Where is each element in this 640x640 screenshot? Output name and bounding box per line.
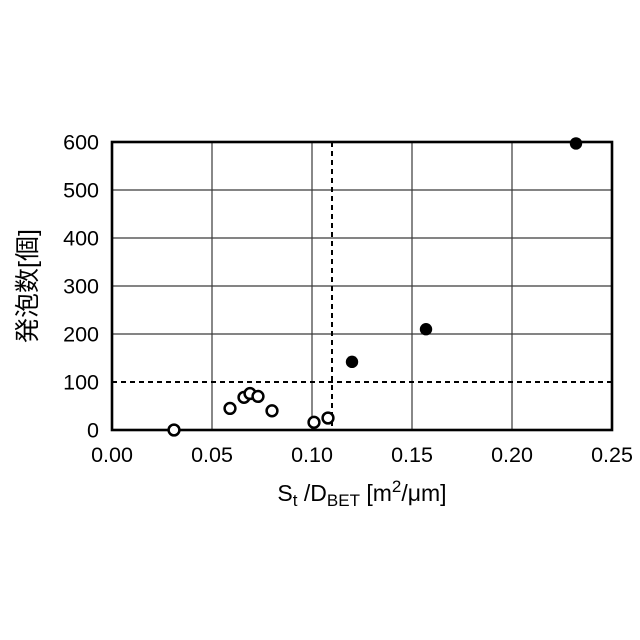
x-tick-label: 0.05 bbox=[191, 443, 233, 467]
x-axis-title-part: t bbox=[293, 491, 298, 510]
x-tick-label: 0.00 bbox=[91, 443, 133, 467]
data-point-open bbox=[251, 389, 265, 404]
x-axis-title-part: [m bbox=[360, 480, 392, 506]
y-tick-label: 100 bbox=[63, 371, 99, 395]
x-tick-label: 0.20 bbox=[491, 443, 533, 467]
y-tick-label: 600 bbox=[63, 131, 99, 155]
x-axis-title-part: /μm] bbox=[401, 480, 446, 506]
y-tick-label: 0 bbox=[87, 419, 99, 443]
x-tick-label: 0.15 bbox=[391, 443, 433, 467]
data-point-filled bbox=[345, 355, 359, 369]
data-point-open bbox=[223, 401, 237, 416]
data-point-open bbox=[265, 404, 279, 418]
x-axis-title-part: 2 bbox=[392, 477, 401, 496]
y-axis-title: 発泡数[個] bbox=[14, 229, 42, 343]
x-axis-title: St /DBET [m2/μm] bbox=[277, 477, 446, 510]
x-axis-title-part: /D bbox=[298, 480, 327, 506]
data-point-filled bbox=[419, 323, 433, 336]
x-axis-title-part: BET bbox=[327, 491, 360, 510]
data-point-filled bbox=[569, 137, 583, 150]
data-point-open bbox=[307, 415, 321, 429]
data-point-open bbox=[167, 423, 181, 437]
plot-frame bbox=[110, 140, 614, 432]
x-axis-title-part: S bbox=[277, 480, 292, 506]
y-tick-label: 200 bbox=[63, 323, 99, 347]
y-tick-label: 300 bbox=[63, 275, 99, 299]
data-point-open bbox=[321, 411, 335, 425]
x-tick-label: 0.25 bbox=[591, 443, 633, 467]
y-tick-label: 500 bbox=[63, 179, 99, 203]
y-tick-label: 400 bbox=[63, 227, 99, 251]
x-tick-label: 0.10 bbox=[291, 443, 333, 467]
